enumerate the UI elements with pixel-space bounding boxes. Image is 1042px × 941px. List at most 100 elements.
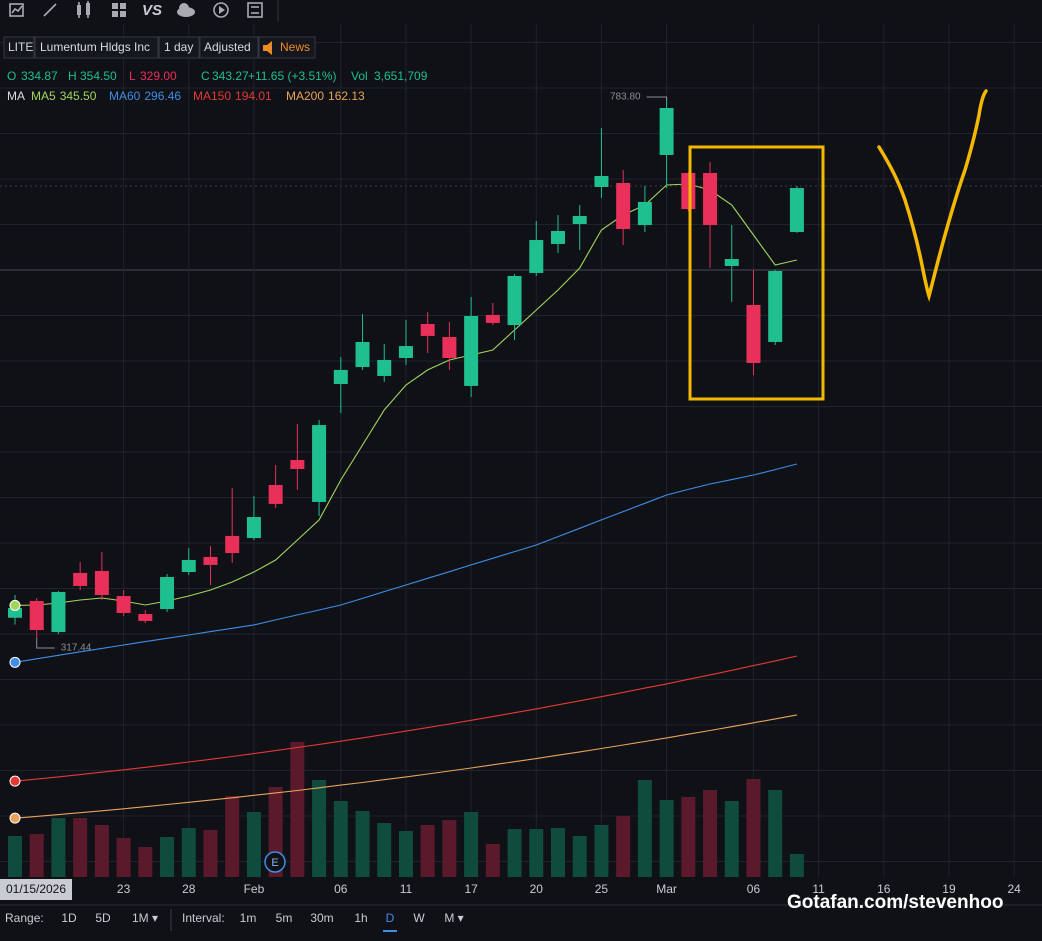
- candle-body: [551, 230, 565, 244]
- range-button[interactable]: 1D: [61, 911, 77, 925]
- symbol-box[interactable]: [3, 36, 35, 59]
- layout-button[interactable]: [112, 3, 126, 17]
- x-tick-label: 11: [812, 882, 825, 896]
- volume-bar: [507, 829, 522, 877]
- volume-bar: [290, 742, 305, 877]
- volume-bar: [312, 780, 327, 877]
- x-tick-label: 01/15/2026: [6, 882, 66, 896]
- interval-button[interactable]: D: [386, 911, 395, 925]
- candle-body: [94, 570, 109, 595]
- x-tick-label: 06: [747, 882, 761, 896]
- interval-button[interactable]: M ▾: [444, 911, 463, 925]
- quote-line: O 334.87 H 354.50 L 329.00 C 343.27 +11.65 (+3.5…: [7, 69, 428, 83]
- candle-body: [507, 275, 522, 326]
- compare-button[interactable]: VS: [142, 2, 162, 19]
- ma-name: MA150: [193, 89, 231, 103]
- volume-bar: [703, 789, 718, 877]
- volume-bar: [116, 837, 131, 877]
- settings-button[interactable]: [247, 2, 263, 18]
- x-tick-label: 28: [182, 882, 196, 896]
- interval-button[interactable]: 1m: [240, 911, 257, 925]
- interval-button[interactable]: W: [413, 911, 425, 925]
- icon: [112, 3, 118, 9]
- range-button[interactable]: 5D: [95, 911, 111, 925]
- candle-body: [724, 259, 739, 267]
- candle-body: [8, 608, 22, 618]
- candle-body: [181, 559, 196, 573]
- volume-bar: [246, 812, 261, 877]
- interval: 1 day: [164, 40, 193, 54]
- x-tick-label: Mar: [656, 882, 677, 896]
- markers: 783.80 317.44: [9, 92, 668, 824]
- replay-button[interactable]: [213, 2, 229, 18]
- volume-bar: [485, 844, 500, 877]
- candle-body: [572, 216, 587, 225]
- interval-button[interactable]: 1h: [354, 911, 367, 925]
- quote-value: 3,651,709: [374, 69, 428, 83]
- draw-button[interactable]: [43, 3, 57, 17]
- candle-body: [420, 324, 435, 336]
- ma-dot: [9, 656, 21, 668]
- quote-value: 354.50: [80, 69, 117, 83]
- volume-bar: [724, 801, 739, 877]
- range-button[interactable]: 1M ▾: [132, 911, 158, 925]
- icon: [112, 11, 118, 17]
- candle-body: [398, 346, 413, 358]
- quote-label: L: [129, 69, 136, 83]
- volume-bar: [355, 811, 370, 877]
- volume-bar: [681, 797, 696, 877]
- news-box[interactable]: [258, 36, 316, 59]
- interval-button[interactable]: 30m: [310, 911, 333, 925]
- candle-button[interactable]: [77, 1, 90, 18]
- icon: [11, 5, 23, 14]
- ma-legend-entry: MA5 345.50: [31, 89, 97, 103]
- interval-label: Interval:: [182, 911, 225, 925]
- ma-legend-entry: MA60 296.46: [109, 89, 181, 103]
- candle-body: [290, 459, 305, 470]
- candle-body: [768, 270, 783, 342]
- volume-bar: [637, 780, 652, 877]
- volume-bar: [73, 818, 88, 877]
- ma-value: 162.13: [328, 89, 365, 103]
- earnings-icon[interactable]: [264, 851, 286, 873]
- candle-body: [116, 596, 131, 613]
- candle-body: [333, 369, 348, 384]
- cloud-button[interactable]: [177, 3, 195, 17]
- candle-body: [268, 485, 283, 504]
- quote-change: +11.65 (+3.51%): [248, 69, 337, 83]
- interval-box[interactable]: [158, 36, 200, 59]
- company-name: Lumentum Hldgs Inc: [40, 40, 150, 54]
- adjust-box[interactable]: [199, 36, 259, 59]
- chart-type-button[interactable]: [9, 3, 24, 17]
- candle-body: [529, 240, 544, 273]
- ma-dot: [9, 812, 21, 824]
- candle-body: [160, 577, 175, 610]
- x-tick-label: 20: [530, 882, 544, 896]
- interval-button[interactable]: 5m: [276, 911, 293, 925]
- icon: [179, 3, 189, 13]
- ma-legend-entry: MA200 162.13: [286, 89, 365, 103]
- volume-bar: [442, 819, 457, 877]
- volume-bar: [8, 836, 22, 877]
- symbol-header: LITE Lumentum Hldgs Inc 1 day Adjusted N…: [3, 36, 316, 59]
- range-label: Range:: [5, 911, 44, 925]
- toolbar: VS: [0, 0, 1042, 24]
- ma-line: [14, 714, 797, 819]
- candle-body: [138, 614, 153, 621]
- annotation-label: 317.44: [61, 643, 92, 654]
- icon: [219, 6, 225, 14]
- volume-bar: [420, 825, 435, 877]
- x-axis: 01/15/2026 23 28 Feb 06 11 17 20 25 Mar 06 11 16 19 24: [0, 878, 1042, 902]
- volume-bar: [616, 816, 631, 877]
- volume-bar: [398, 831, 413, 877]
- candle-body: [51, 591, 66, 632]
- icon: [120, 11, 126, 17]
- candle-body: [355, 341, 370, 368]
- candle-body: [703, 172, 718, 226]
- volume-bar: [160, 836, 175, 877]
- annotation-label: 783.80: [610, 92, 641, 103]
- annotation-leader: [36, 637, 55, 649]
- volume-bar: [529, 829, 544, 877]
